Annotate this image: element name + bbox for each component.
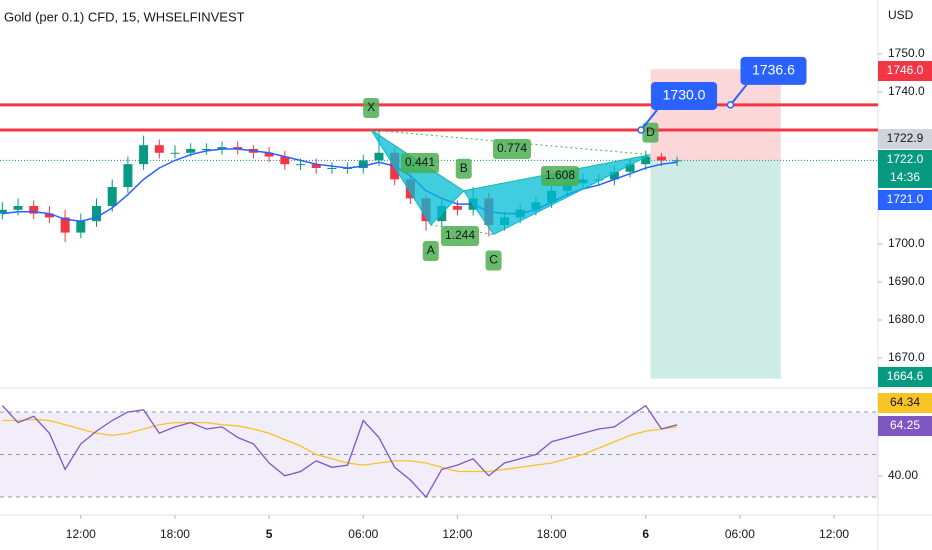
callout-box xyxy=(740,56,807,85)
pattern-point-box xyxy=(485,250,502,271)
rsi-line xyxy=(2,418,678,473)
value-badge xyxy=(878,393,932,413)
ratio-box xyxy=(493,139,531,159)
value-badge-label: 64.25 xyxy=(890,418,920,432)
x-tick-label: 18:00 xyxy=(537,527,567,541)
candle-body xyxy=(327,167,337,169)
candle-body xyxy=(44,213,54,218)
candle-body xyxy=(92,205,102,222)
y-tick-label: 1700.0 xyxy=(888,236,925,250)
candle-body xyxy=(641,156,651,165)
candle-body xyxy=(374,152,384,161)
candle-body xyxy=(452,205,462,210)
callout-label: 1730.0 xyxy=(663,87,706,103)
callout-label: 1736.6 xyxy=(752,62,795,78)
candle-body xyxy=(76,221,86,233)
price-badge-label: 1746.0 xyxy=(887,63,924,77)
ratio-box xyxy=(401,153,439,173)
candle-body xyxy=(625,164,635,172)
price-badge-label: 1722.0 xyxy=(887,152,924,166)
x-tick-label: 12:00 xyxy=(819,527,849,541)
ratio-label: 0.441 xyxy=(405,155,435,169)
pattern-point-box xyxy=(363,97,380,118)
callout-pointer xyxy=(640,109,658,131)
callout-pointer xyxy=(729,84,748,106)
callout-box xyxy=(651,81,718,110)
x-tick-label: 18:00 xyxy=(160,527,190,541)
x-tick-label: 06:00 xyxy=(725,527,755,541)
price-badge-timer: 14:36 xyxy=(890,170,920,184)
candle-body xyxy=(233,147,243,149)
pattern-point-label: B xyxy=(460,161,468,175)
candle-body xyxy=(154,145,164,153)
chart-title: Gold (per 0.1) CFD, 15, WHSELFINVEST xyxy=(4,9,245,24)
y-tick-label: 1740.0 xyxy=(888,84,925,98)
candle-body xyxy=(264,152,274,157)
price-badge xyxy=(878,129,932,149)
pattern-point-label: X xyxy=(367,100,375,114)
candle-body xyxy=(296,164,306,166)
pattern-point-box xyxy=(642,122,659,143)
candle-body xyxy=(139,145,149,165)
candle-body xyxy=(29,205,39,214)
price-badge xyxy=(878,367,932,387)
price-badge xyxy=(878,150,932,188)
price-badge-label: 1664.6 xyxy=(887,369,924,383)
currency: USD xyxy=(888,8,914,22)
callout-anchor xyxy=(726,101,735,109)
candle-body xyxy=(280,156,290,165)
candle-body xyxy=(201,148,211,150)
candle-body xyxy=(0,209,7,214)
candle-body xyxy=(60,217,70,233)
ratio-label: 1.608 xyxy=(545,168,575,182)
candle-body xyxy=(217,147,227,149)
value-badge xyxy=(878,416,932,436)
value-badge-label: 64.34 xyxy=(890,395,920,409)
candle-body xyxy=(358,160,368,168)
pattern-point-label: A xyxy=(427,243,435,257)
candle-body xyxy=(170,152,180,154)
y-tick-label: 1750.0 xyxy=(888,46,925,60)
ratio-label: 1.244 xyxy=(445,228,475,242)
position-target-zone xyxy=(650,160,781,379)
x-tick-label: 12:00 xyxy=(442,527,472,541)
candle-body xyxy=(123,164,133,187)
price-badge xyxy=(878,61,932,81)
callout-anchor xyxy=(637,126,645,134)
pattern-point-box xyxy=(422,240,439,261)
rsi-line xyxy=(1,404,678,499)
y-tick-label: 1680.0 xyxy=(888,312,925,326)
x-tick-label: 06:00 xyxy=(348,527,378,541)
ratio-box xyxy=(541,166,579,186)
pattern-point-label: C xyxy=(489,253,498,267)
candle-body xyxy=(656,156,666,161)
candle-body xyxy=(13,205,23,210)
ratio-box xyxy=(441,226,479,246)
x-tick-label: 5 xyxy=(266,527,273,541)
x-tick-label: 6 xyxy=(642,527,649,541)
pattern-point-label: D xyxy=(646,125,655,139)
y-tick-label: 1670.0 xyxy=(888,350,925,364)
price-badge-label: 1722.9 xyxy=(887,131,924,145)
pattern-point-box xyxy=(455,158,472,179)
x-tick-label: 12:00 xyxy=(66,527,96,541)
price-badge xyxy=(878,190,932,210)
ratio-label: 0.774 xyxy=(497,141,527,155)
y-tick-label: 1690.0 xyxy=(888,274,925,288)
candle-body xyxy=(672,160,682,162)
candle-body xyxy=(609,171,619,180)
candle-body xyxy=(186,148,196,153)
candle-body xyxy=(107,186,117,206)
candle-body xyxy=(311,164,321,168)
price-badge-label: 1721.0 xyxy=(887,192,924,206)
y-tick-label: 40.00 xyxy=(888,468,918,482)
